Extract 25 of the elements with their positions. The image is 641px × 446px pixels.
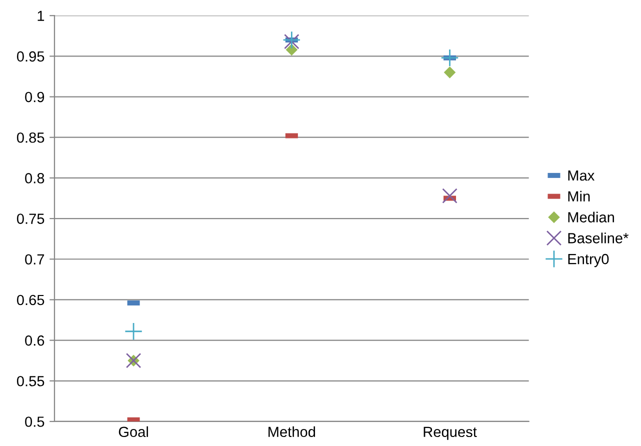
point [282, 30, 301, 49]
x-tick-label: Request [424, 426, 477, 440]
legend-label: Entry0 [568, 254, 609, 268]
point [284, 34, 300, 50]
y-tick-label: 0.6 [25, 335, 44, 346]
x-tick-label: Goal [118, 426, 148, 438]
point [444, 66, 456, 78]
y-tick-label: 0.65 [16, 294, 44, 306]
y-tick-label: 0.55 [16, 376, 44, 386]
legend-label: Min [568, 190, 590, 202]
y-tick-label: 0.5 [25, 416, 44, 427]
point [124, 322, 143, 340]
y-tick-label: 0.7 [25, 254, 44, 265]
y-tick-label: 0.9 [25, 92, 44, 102]
y-tick-label: 0.75 [16, 214, 44, 224]
y-tick-label: 0.8 [25, 173, 44, 184]
x-tick-label: Method [268, 426, 316, 438]
legend-label: Median [568, 212, 614, 222]
y-tick-label: 1 [38, 10, 44, 21]
y-tick-label: 0.85 [16, 132, 44, 143]
point [442, 188, 458, 204]
point [440, 48, 459, 67]
y-tick-label: 0.95 [16, 51, 44, 62]
legend-label: Max [568, 170, 595, 181]
legend-label: Baseline* [568, 232, 628, 244]
